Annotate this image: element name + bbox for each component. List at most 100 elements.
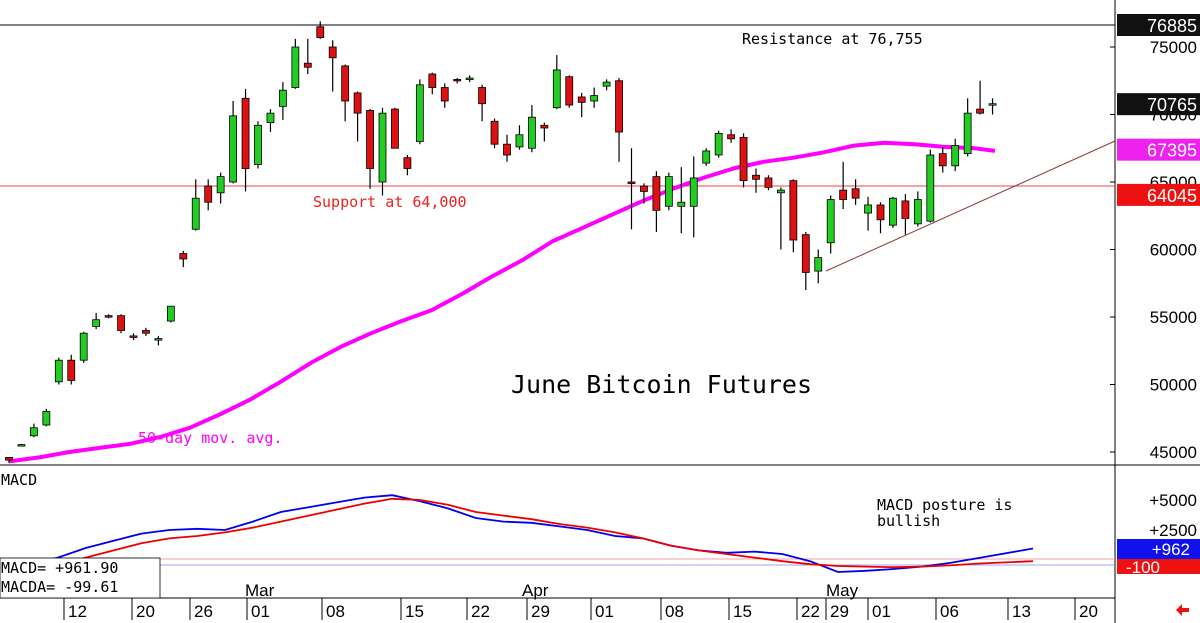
date-tick-label: 01 [595,602,614,621]
candle-body [241,97,250,169]
badge-bg [1117,559,1200,574]
price-tick-label: 75000 [1150,38,1197,57]
candle [889,196,897,228]
candle-body [54,359,63,383]
date-tick-label: 08 [326,602,345,621]
candle [79,331,88,363]
ma-price-badge: 67395 [1117,138,1200,161]
candle-body [664,176,673,207]
macda-value-badge: -100 [1117,558,1200,577]
candle [801,231,810,290]
candle [814,249,823,284]
candle [590,87,599,108]
candle-body [266,112,275,124]
candle-body [640,185,648,192]
candle-body [316,26,325,38]
candle [565,75,574,108]
candle [191,179,200,231]
date-tick-label: 29 [531,602,550,621]
date-tick-label: 22 [801,602,820,621]
candle [951,138,960,172]
candle [378,107,387,196]
candle [615,78,623,162]
badge-text: 67395 [1147,141,1197,161]
macda-readout: MACDA= -99.61 [1,578,118,596]
date-tick-label: 20 [1079,602,1098,621]
date-tick-label: 08 [665,602,684,621]
candle-body [988,103,997,106]
candle-body [216,176,225,194]
ma-annotation: 50-day mov. avg. [138,429,283,447]
candle-body [889,197,897,226]
candle-body [179,253,188,260]
macd-readout: MACD= +961.90 [1,559,118,577]
support-annotation: Support at 64,000 [313,193,467,211]
macd-value-badge: +962 [1117,539,1200,559]
candle [366,109,374,189]
date-tick-label: 15 [733,602,752,621]
candle-body [154,338,163,341]
candle-body [440,87,449,102]
candle [664,172,673,211]
candle-body [714,132,723,156]
candle [278,82,287,120]
candle-body [453,79,462,82]
candle-body [565,76,574,106]
candle-body [689,177,698,207]
candle [453,78,462,84]
badge-bg [1117,539,1200,559]
candle-body [366,110,374,169]
candle [154,335,163,346]
candle [465,75,474,83]
candle-body [938,153,947,167]
badge-text: +962 [1152,540,1190,559]
badge-bg [1117,14,1200,36]
price-tick-label: 45000 [1150,443,1197,462]
candle-body [814,257,823,272]
candle-body [727,134,735,140]
candle [254,121,262,169]
candle-body [341,65,350,102]
date-tick-label: 01 [872,602,891,621]
badge-bg [1117,93,1200,116]
date-tick-label: 13 [1012,602,1031,621]
candle-body [17,444,26,447]
candle [689,156,698,238]
candle [876,202,885,234]
candle-body [652,176,661,211]
candle [540,122,549,142]
candle [640,183,648,204]
candle [864,196,872,231]
candle [403,155,412,176]
macd-line [29,494,1034,573]
candle-body [677,201,686,207]
badge-bg [1117,183,1200,206]
support-price-badge: 64045 [1117,183,1200,206]
candle-body [415,84,424,142]
back-arrow-icon[interactable] [1176,604,1189,616]
candle [938,146,947,173]
candle [415,79,424,145]
macd-annotation-line2: bullish [877,512,940,530]
candle-body [478,87,487,105]
candle-body [515,134,524,148]
candle [303,38,312,74]
candle-body [79,332,88,361]
date-tick-label: 20 [136,602,155,621]
candle [5,456,13,463]
candle [764,175,773,191]
candle-body [353,92,362,114]
candle [926,149,935,223]
macd-panel-title: MACD [1,471,37,489]
candle-body [963,112,972,155]
candle [490,118,499,149]
candle [428,72,437,95]
candle [677,167,686,234]
candle [577,92,586,118]
candle [216,172,225,204]
candle-body [391,108,399,149]
candle [291,38,300,89]
badge-text: -100 [1126,558,1160,577]
candle-body [490,120,499,145]
